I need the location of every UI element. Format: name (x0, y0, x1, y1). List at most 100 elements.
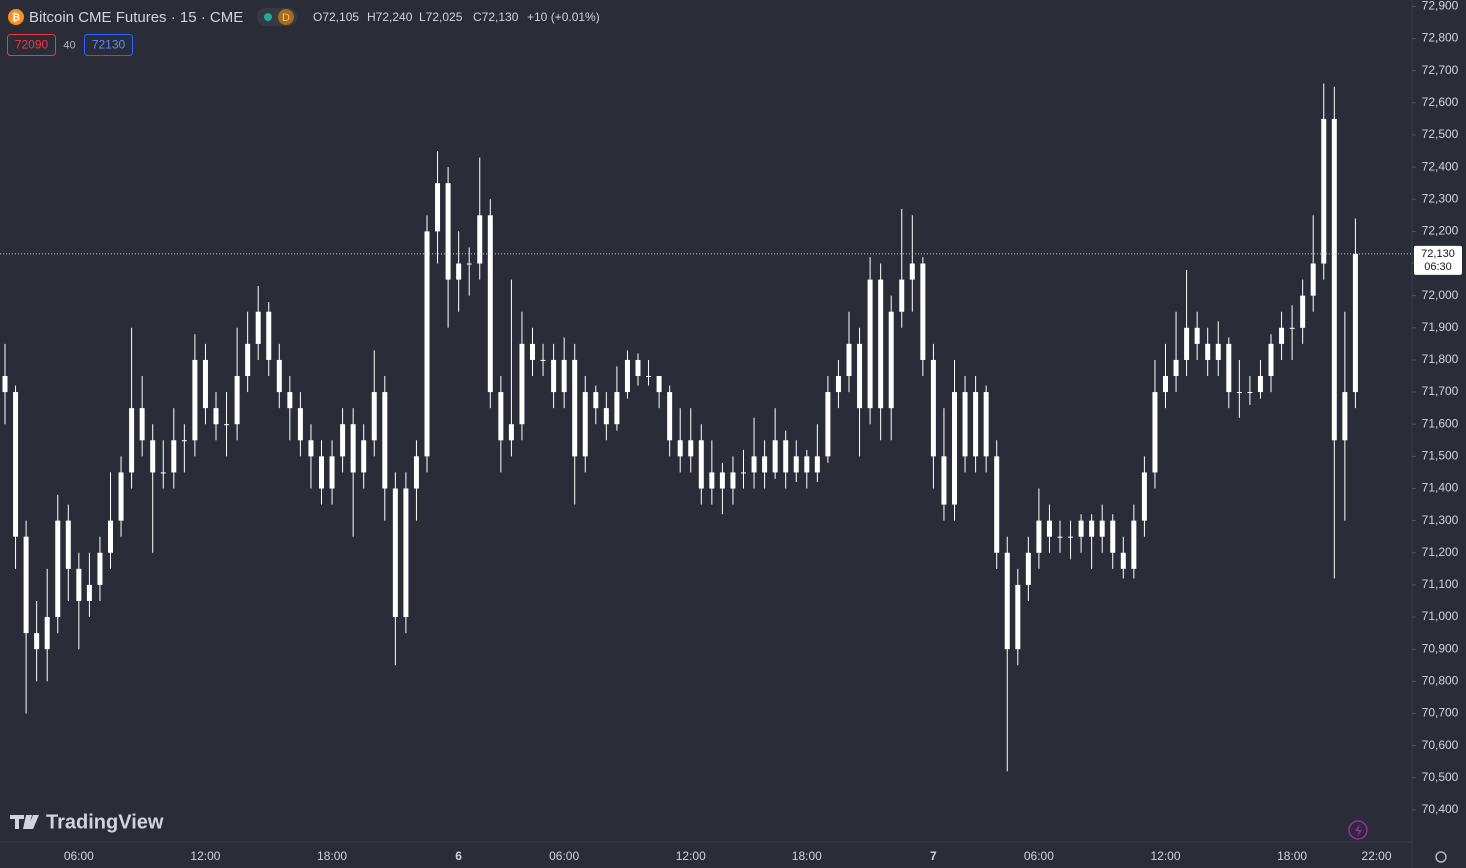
sell-price[interactable]: 72090 (15, 38, 49, 52)
candle-body (1215, 343, 1221, 360)
y-tick-label: 70,500 (1422, 770, 1459, 784)
x-tick-label: 18:00 (1277, 849, 1307, 863)
candle-body (973, 392, 979, 457)
candle-body (635, 359, 641, 377)
y-tick-label: 72,800 (1422, 31, 1459, 45)
candle-body (13, 392, 19, 537)
candle-body (1131, 520, 1137, 569)
candle-body (846, 343, 852, 377)
candle-body (551, 359, 557, 393)
y-tick-label: 70,800 (1422, 673, 1459, 687)
candle-body (1236, 392, 1242, 394)
ohlc-value: +10 (+0.01%) (527, 10, 600, 24)
candle-body (751, 456, 757, 473)
y-tick-label: 70,700 (1422, 706, 1459, 720)
candle-body (276, 359, 282, 393)
candle-body (266, 311, 272, 360)
candle-body (1257, 376, 1263, 393)
candle-body (171, 440, 177, 473)
candle-body (952, 392, 957, 505)
ohlc-value: O72,105 (313, 10, 359, 24)
candle-body (1205, 343, 1211, 360)
candle-body (614, 392, 620, 425)
candle-body (435, 183, 441, 232)
y-tick-label: 71,200 (1422, 545, 1459, 559)
candle-body (593, 392, 599, 409)
candle-body (466, 263, 472, 265)
candle-body (487, 215, 493, 393)
ohlc-value: C72,130 (473, 10, 519, 24)
x-tick-label: 06:00 (1024, 849, 1054, 863)
x-tick-label: 18:00 (317, 849, 347, 863)
candle-body (1089, 520, 1095, 537)
alert-icon[interactable] (1348, 820, 1368, 840)
settings-icon[interactable] (1435, 851, 1447, 863)
y-tick-label: 71,600 (1422, 416, 1459, 430)
candle-body (1247, 392, 1253, 394)
symbol-title: Bitcoin CME Futures · 15 · CME (29, 9, 243, 26)
candle-body (603, 408, 609, 425)
y-tick-label: 70,600 (1422, 738, 1459, 752)
market-status (264, 13, 272, 21)
candle-body (55, 520, 61, 618)
candle-body (234, 376, 240, 425)
candle-body (719, 472, 725, 489)
buy-price[interactable]: 72130 (92, 38, 126, 52)
candle-body (213, 408, 219, 425)
sell-box[interactable] (7, 34, 56, 56)
candle-body (287, 392, 293, 409)
ohlc-value: H72,240 (367, 10, 413, 24)
y-tick-label: 72,400 (1422, 159, 1459, 173)
candle-body (308, 440, 314, 457)
y-tick-label: 72,000 (1422, 288, 1459, 302)
candle-body (878, 279, 884, 409)
candle-body (519, 343, 525, 425)
buy-box[interactable] (84, 34, 133, 56)
y-tick-label: 71,800 (1422, 352, 1459, 366)
candle-body (319, 456, 324, 489)
candle-body (44, 617, 50, 650)
y-tick-label: 71,400 (1422, 481, 1459, 495)
candle-body (730, 472, 736, 489)
candle-body (804, 456, 810, 473)
candle-body (667, 392, 673, 441)
candle-body (139, 408, 145, 441)
candle-body (741, 472, 746, 474)
candle-body (698, 440, 704, 489)
x-tick-label: 12:00 (190, 849, 220, 863)
alert-bolt (1355, 824, 1362, 837)
candle-body (224, 424, 230, 426)
candle-body (572, 359, 578, 457)
last-price-box (1414, 245, 1462, 275)
candle-body (1120, 552, 1126, 569)
candle-body (1352, 253, 1358, 393)
candle-body (329, 456, 335, 489)
candle-body (1099, 520, 1105, 537)
candle-body (1310, 263, 1316, 296)
y-tick-label: 71,900 (1422, 320, 1459, 334)
candle-body (835, 376, 841, 393)
candle-body (793, 456, 799, 473)
candle-body (1184, 327, 1190, 360)
y-tick-label: 72,500 (1422, 127, 1459, 141)
badge-bg (278, 9, 294, 25)
x-tick-label: 7 (930, 849, 937, 863)
x-tick-label: 06:00 (549, 849, 579, 863)
candle-body (340, 424, 346, 457)
candle-body (814, 456, 820, 473)
candle-body (920, 263, 926, 360)
candle-body (424, 231, 430, 457)
candle-body (86, 584, 92, 601)
candle-body (772, 440, 778, 473)
countdown: 06:30 (1424, 261, 1452, 273)
candle-body (688, 440, 694, 457)
candle-body (888, 311, 894, 409)
last-price-label: 72,130 (1421, 248, 1455, 260)
y-tick-label: 71,700 (1422, 384, 1459, 398)
candle-body (1057, 536, 1063, 538)
candle-body (1289, 327, 1295, 329)
candle-body (245, 343, 251, 377)
x-tick-label: 18:00 (792, 849, 822, 863)
